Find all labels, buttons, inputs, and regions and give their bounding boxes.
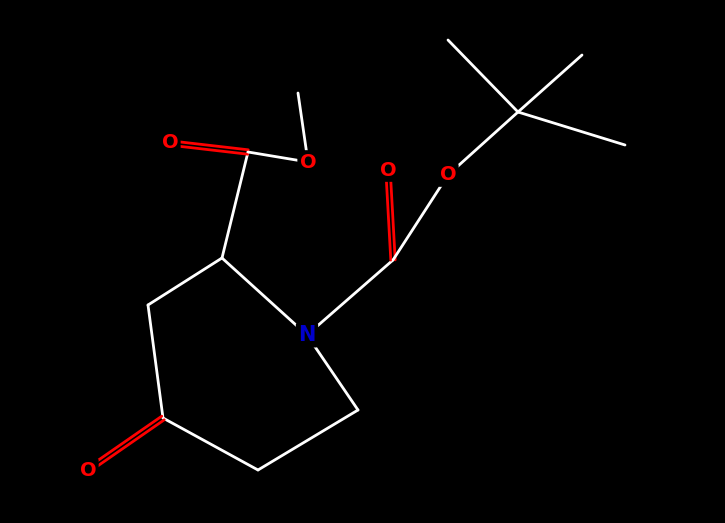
Text: O: O <box>380 161 397 179</box>
Text: O: O <box>80 460 96 480</box>
Text: O: O <box>299 153 316 172</box>
Text: O: O <box>162 133 178 153</box>
Text: N: N <box>298 325 315 345</box>
Text: O: O <box>439 165 456 185</box>
